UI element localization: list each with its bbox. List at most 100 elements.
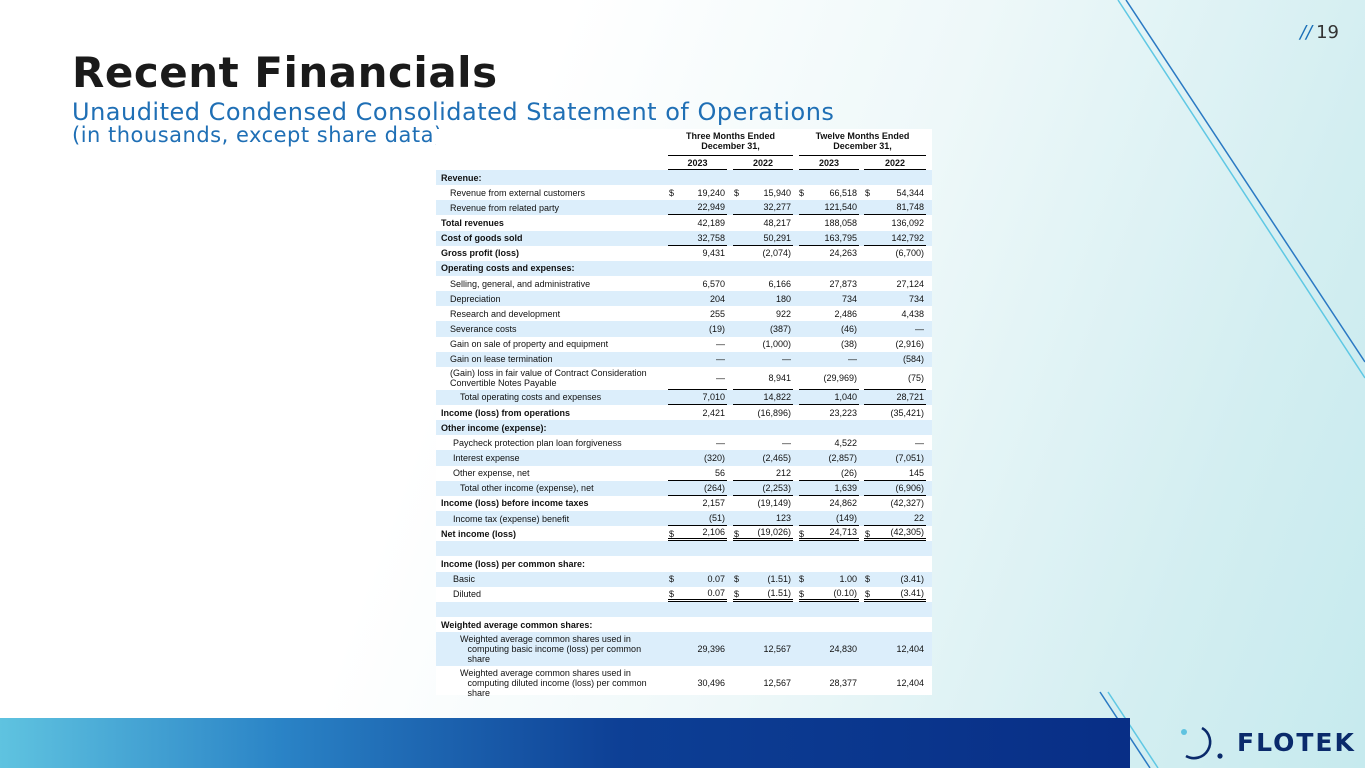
row-value: 1.00 — [839, 574, 857, 585]
row-value: 32,758 — [668, 231, 727, 246]
row-value: — — [848, 354, 857, 365]
row-value — [864, 602, 926, 617]
row-value — [799, 261, 859, 276]
currency-symbol: $ — [669, 528, 675, 539]
row-label: Weighted average common shares: — [441, 619, 593, 630]
row-value: 19,240 — [697, 187, 725, 198]
row-label: Income (loss) before income taxes — [441, 498, 589, 509]
row-label: Depreciation — [450, 293, 501, 304]
row-label: Revenue: — [441, 172, 482, 183]
header-year-3m-2023: 2023 — [668, 157, 727, 170]
row-value — [799, 541, 859, 556]
row-label: Cost of goods sold — [441, 233, 523, 244]
row-label: Weighted average common shares used in c… — [460, 634, 642, 665]
currency-symbol: $ — [865, 528, 871, 539]
row-value: (3.41) — [900, 574, 924, 585]
header-three-months: Three Months Ended December 31, — [668, 131, 793, 156]
table-row: Depreciation 204 180 734 734 — [436, 291, 932, 307]
header-year-3m-2022: 2022 — [733, 157, 793, 170]
table-row: Total revenues 42,189 48,217 188,058 136,092 — [436, 215, 932, 230]
row-label: Operating costs and expenses: — [441, 263, 575, 274]
table-row: Interest expense (320) (2,465) (2,857) (7,05… — [436, 450, 932, 466]
table-row: Total operating costs and expenses 7,010 1… — [436, 389, 932, 405]
row-label: Selling, general, and administrative — [450, 278, 591, 289]
row-value — [733, 602, 793, 617]
row-value: 123 — [733, 511, 793, 527]
row-value: (3.41) — [864, 587, 926, 602]
row-value: 66,518 — [829, 187, 857, 198]
currency-symbol: $ — [669, 574, 675, 585]
row-value — [799, 556, 859, 571]
row-value — [733, 541, 793, 556]
row-value: 30,496 — [697, 678, 725, 689]
row-value: (75) — [864, 367, 926, 390]
row-value — [733, 617, 793, 632]
row-value: (320) — [703, 452, 725, 463]
table-row: Income (loss) from operations 2,421 (16,89… — [436, 405, 932, 420]
row-value: 24,830 — [829, 644, 857, 655]
slide-title: Recent Financials — [72, 48, 498, 97]
table-row: Research and development 255 922 2,486 4,438 — [436, 306, 932, 321]
row-value: (2,074) — [762, 248, 791, 259]
row-value: 180 — [775, 293, 791, 304]
row-label: Total revenues — [441, 217, 504, 228]
row-value: 4,522 — [834, 437, 857, 448]
row-value: 50,291 — [733, 231, 793, 246]
currency-symbol: $ — [734, 589, 740, 600]
row-value: 922 — [775, 308, 791, 319]
row-value: 2,486 — [834, 308, 857, 319]
row-value: (29,969) — [799, 367, 859, 390]
row-value — [864, 617, 926, 632]
footer-bar — [0, 718, 1130, 768]
row-value: (35,421) — [890, 407, 924, 418]
row-value — [799, 602, 859, 617]
row-value — [799, 420, 859, 435]
row-value: 24,263 — [829, 248, 857, 259]
statement-of-operations-table: Three Months Ended December 31, Twelve M… — [436, 129, 932, 698]
row-value: — — [716, 354, 725, 365]
row-value: — — [716, 437, 725, 448]
row-value: 2,421 — [702, 407, 725, 418]
row-value — [668, 261, 727, 276]
row-value: (19) — [708, 323, 725, 334]
row-label: Revenue from external customers — [450, 187, 586, 198]
currency-symbol: $ — [799, 574, 805, 585]
row-label: Income (loss) per common share: — [441, 558, 586, 569]
row-value: 8,941 — [733, 367, 793, 390]
row-value: — — [716, 339, 725, 350]
row-value — [668, 602, 727, 617]
row-value — [733, 556, 793, 571]
row-value: (584) — [902, 354, 924, 365]
row-label: Income tax (expense) benefit — [453, 513, 570, 524]
row-value: 27,873 — [829, 278, 857, 289]
row-value: 42,189 — [697, 217, 725, 228]
row-value — [864, 170, 926, 185]
row-value: 1,040 — [799, 390, 859, 405]
row-label: (Gain) loss in fair value of Contract Co… — [450, 368, 647, 389]
row-value — [799, 170, 859, 185]
row-value: 24,862 — [829, 498, 857, 509]
table-row: Weighted average common shares used in c… — [436, 666, 932, 700]
row-value: 188,058 — [824, 217, 857, 228]
table-row: Revenue from external customers 19,240 $15… — [436, 185, 932, 200]
row-value — [668, 556, 727, 571]
row-value: (149) — [799, 511, 859, 527]
row-value: (6,700) — [895, 248, 924, 259]
row-value: 54,344 — [896, 187, 924, 198]
row-value: (2,916) — [895, 339, 924, 350]
row-value: 15,940 — [763, 187, 791, 198]
row-value: 145 — [864, 466, 926, 481]
row-value — [864, 556, 926, 571]
table-row: Diluted 0.07 $ (1.51) $ (0.10) $ (3.41) $ — [436, 587, 932, 602]
row-label: Paycheck protection plan loan forgivenes… — [453, 437, 622, 448]
row-value: 32,277 — [733, 200, 793, 216]
row-label: Weighted average common shares used in c… — [460, 668, 647, 699]
row-value: — — [915, 437, 924, 448]
row-label: Income (loss) from operations — [441, 407, 571, 418]
row-value: — — [782, 354, 791, 365]
page-prefix: // — [1299, 22, 1313, 43]
header-year-12m-2022: 2022 — [864, 157, 926, 170]
row-label: Gross profit (loss) — [441, 248, 520, 259]
table-row — [436, 601, 932, 617]
row-value: 734 — [908, 293, 924, 304]
